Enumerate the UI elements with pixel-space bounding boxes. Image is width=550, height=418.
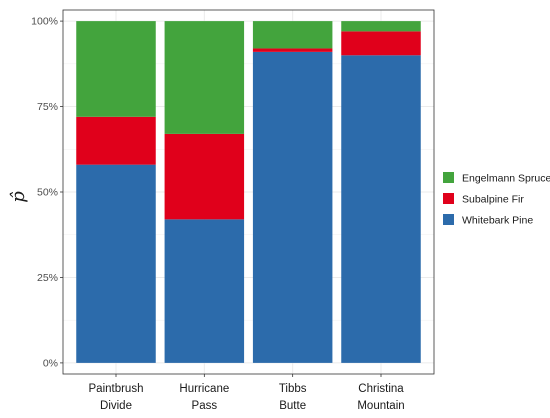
bar-segment-subalpine-fir [341,31,421,56]
bar-segment-engelmann-spruce [252,21,333,49]
bar-segment-whitebark-pine [252,51,333,363]
y-tick-label: 25% [37,272,58,284]
legend-label: Whitebark Pine [462,215,533,227]
bar-segment-engelmann-spruce [341,21,421,32]
bar-segment-engelmann-spruce [76,21,156,117]
legend-label: Subalpine Fir [462,194,524,206]
bar-segment-whitebark-pine [341,55,421,363]
y-tick-label: 50% [37,187,58,199]
bar-segment-subalpine-fir [252,48,333,52]
y-axis-label: p̂ [8,191,29,203]
x-tick-label: Paintbrush Divide [89,383,144,412]
legend: Engelmann Spruce Subalpine Fir Whitebark P… [443,172,550,227]
legend-label: Engelmann Spruce [462,173,550,185]
x-tick-label: Hurricane Pass [179,383,229,412]
y-tick-label: 0% [43,357,58,369]
bar-segment-whitebark-pine [164,219,245,363]
legend-key [443,214,454,225]
x-axis: Paintbrush Divide Hurricane Pass Tibbs Butte C… [89,374,405,412]
x-tick-label: Christina Mountain [357,383,404,412]
y-tick-label: 75% [37,101,58,113]
legend-key [443,172,454,183]
y-tick-label: 100% [31,16,58,28]
bar-segment-whitebark-pine [76,164,156,363]
bar-segment-engelmann-spruce [164,21,245,134]
bar-segment-subalpine-fir [164,133,245,220]
bars [76,21,421,363]
legend-key [443,193,454,204]
bar-segment-subalpine-fir [76,116,156,165]
y-axis: 0% 25% 50% 75% 100% [31,16,63,369]
x-tick-label: Tibbs Butte [279,383,307,412]
